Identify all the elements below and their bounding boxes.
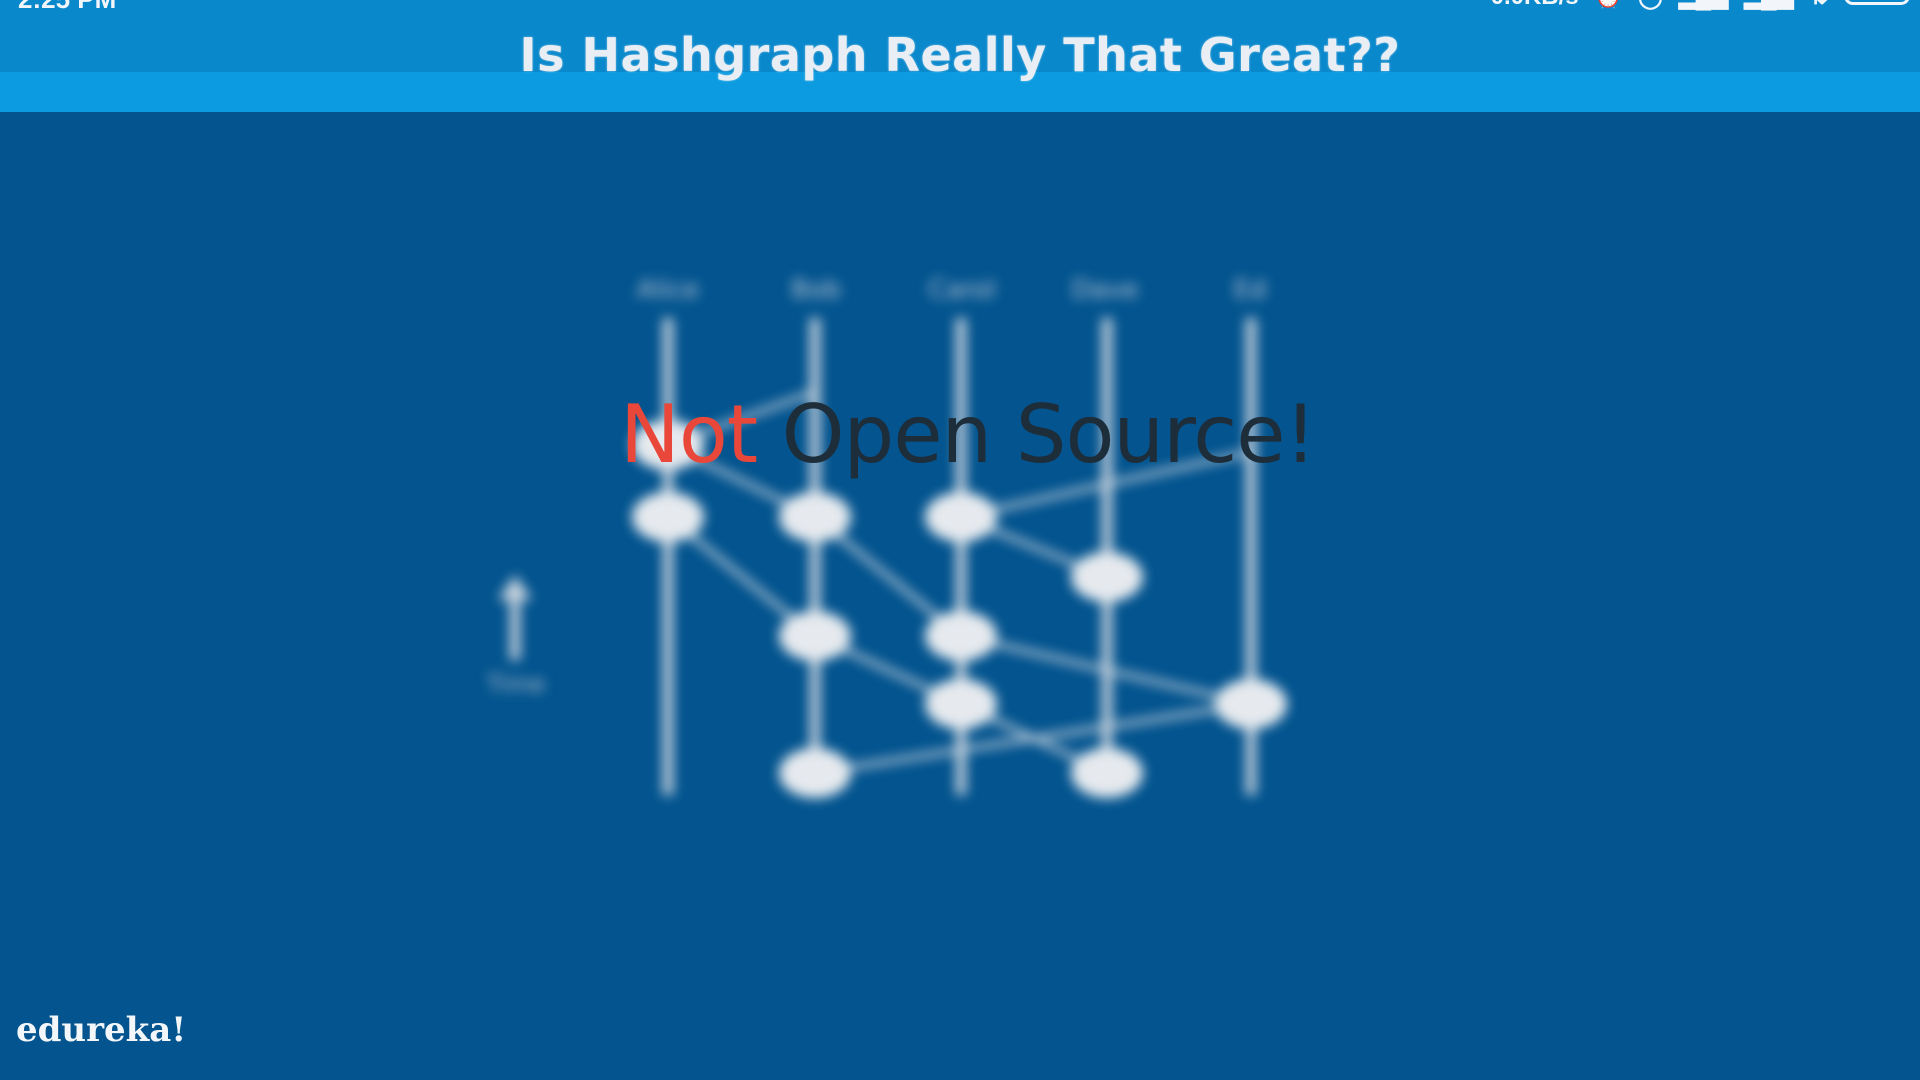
gossip-edge bbox=[814, 701, 1252, 776]
event-node bbox=[779, 748, 851, 798]
signal-icon-2: ▂▄▆ bbox=[1744, 0, 1793, 10]
gossip-edge bbox=[960, 633, 1252, 707]
event-node bbox=[632, 420, 704, 470]
member-label: Carol bbox=[928, 275, 995, 305]
event-node bbox=[1071, 748, 1143, 798]
event-node bbox=[925, 492, 997, 542]
overlay-word-rest: Open Source! bbox=[757, 388, 1317, 481]
event-node bbox=[779, 492, 851, 542]
overlay-word-not: Not bbox=[620, 388, 758, 481]
gossip-edge bbox=[813, 515, 963, 638]
signal-icon: ▂▄▆ bbox=[1679, 0, 1728, 10]
member-label: Ed bbox=[1234, 275, 1267, 305]
status-bar-right: ••• 0.0KB/s ⏰ ◯ ▂▄▆ ▂▄▆ ⇅ bbox=[1452, 0, 1910, 11]
member-label: Bob bbox=[791, 275, 841, 305]
gossip-edge bbox=[666, 515, 817, 638]
gossip-edge bbox=[960, 449, 1252, 520]
event-node bbox=[925, 611, 997, 661]
wifi-icon: ⇅ bbox=[1810, 0, 1828, 10]
time-arrow bbox=[498, 575, 532, 660]
not-open-source-text: Not Open Source! bbox=[620, 388, 1317, 481]
event-node bbox=[1071, 552, 1143, 602]
edureka-logo: edureka! bbox=[16, 1010, 187, 1050]
event-nodes bbox=[632, 420, 1287, 798]
member-label: Alice bbox=[637, 275, 700, 305]
event-node bbox=[925, 679, 997, 729]
event-node bbox=[632, 492, 704, 542]
member-label: Dave bbox=[1071, 275, 1138, 305]
alarm-icon: ⏰ bbox=[1595, 0, 1622, 10]
title-banner-lower bbox=[0, 72, 1920, 112]
status-time: 2:25 PM bbox=[18, 0, 116, 15]
sync-icon: ◯ bbox=[1638, 0, 1663, 10]
network-speed: 0.0KB/s bbox=[1491, 0, 1579, 11]
event-node bbox=[1215, 679, 1287, 729]
more-dots-icon: ••• bbox=[1452, 0, 1475, 10]
slide-title: Is Hashgraph Really That Great?? bbox=[519, 28, 1401, 82]
event-node bbox=[779, 611, 851, 661]
time-axis-label: Time bbox=[486, 670, 546, 698]
